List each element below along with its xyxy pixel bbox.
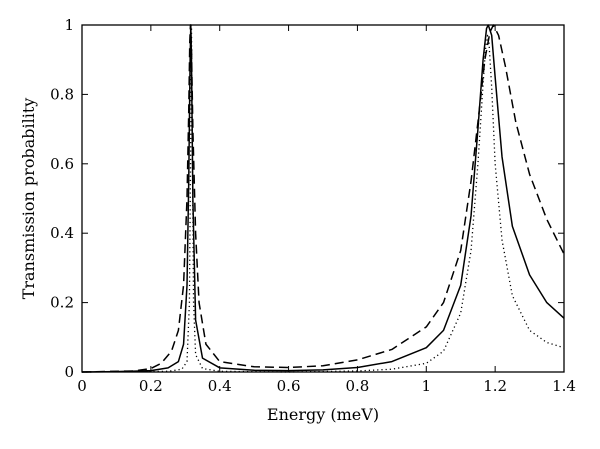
y-axis-title: Transmission probability bbox=[19, 98, 38, 300]
x-axis-ticks: 0 0.2 0.4 0.6 0.8 1 1.2 1.4 bbox=[77, 25, 576, 395]
plot-frame bbox=[81, 24, 565, 373]
y-tick-label: 0.8 bbox=[50, 85, 74, 103]
series-curves bbox=[81, 24, 565, 373]
x-tick-label: 0.2 bbox=[139, 377, 163, 395]
x-axis-title: Energy (meV) bbox=[267, 405, 379, 424]
x-tick-label: 1 bbox=[422, 377, 432, 395]
series-line-solid bbox=[81, 24, 565, 373]
x-tick-label: 1.4 bbox=[552, 377, 576, 395]
y-tick-label: 0.6 bbox=[50, 155, 74, 173]
x-tick-label: 0.8 bbox=[345, 377, 369, 395]
y-tick-label: 1 bbox=[64, 16, 74, 34]
y-tick-label: 0 bbox=[64, 363, 74, 381]
series-line-dashed bbox=[81, 24, 565, 373]
y-tick-label: 0.2 bbox=[50, 294, 74, 312]
x-tick-label: 0.6 bbox=[277, 377, 301, 395]
x-tick-label: 0.4 bbox=[208, 377, 232, 395]
x-tick-label: 1.2 bbox=[483, 377, 507, 395]
series-line-dotted bbox=[81, 24, 565, 373]
y-tick-label: 0.4 bbox=[50, 224, 74, 242]
y-axis-ticks: 0 0.2 0.4 0.6 0.8 1 bbox=[50, 16, 564, 381]
x-tick-label: 0 bbox=[77, 377, 87, 395]
